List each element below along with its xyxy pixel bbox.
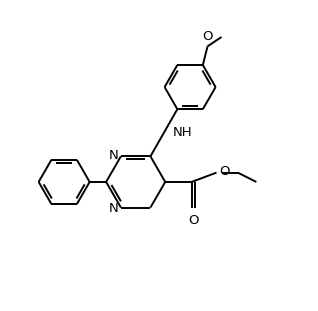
Text: N: N xyxy=(109,149,118,162)
Text: O: O xyxy=(188,214,198,227)
Text: NH: NH xyxy=(173,126,193,139)
Text: O: O xyxy=(202,30,213,43)
Text: O: O xyxy=(219,165,230,178)
Text: N: N xyxy=(109,202,118,215)
